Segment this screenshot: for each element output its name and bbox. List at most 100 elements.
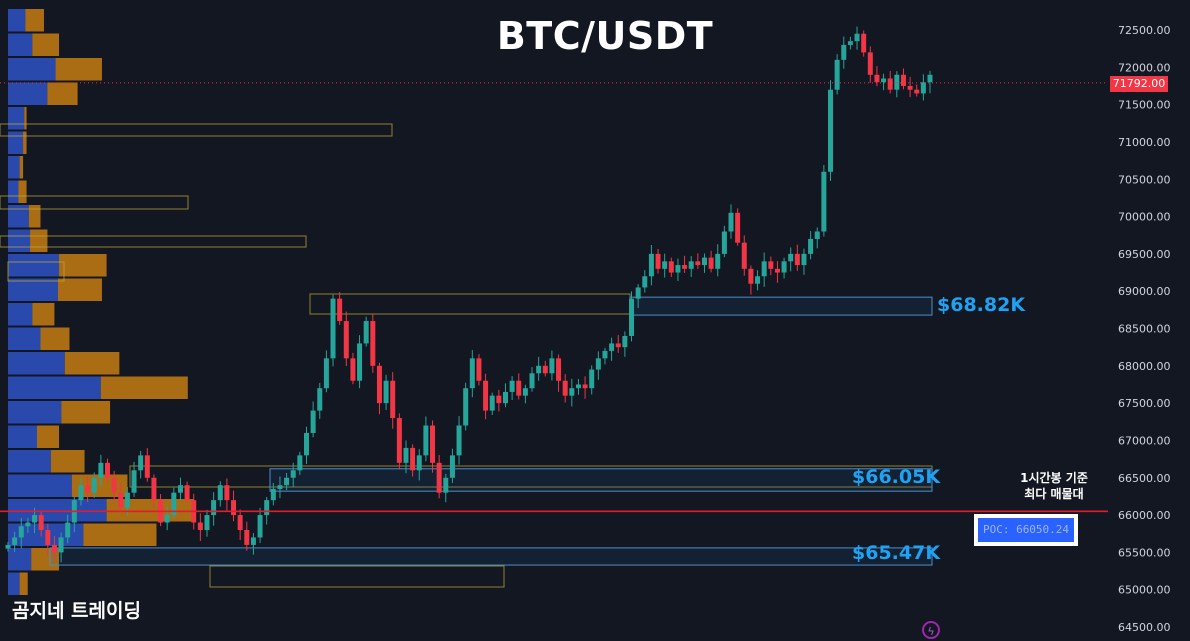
level-label-3: $65.47K: [852, 542, 941, 564]
volume-profile-up-bar: [8, 156, 20, 179]
candle-body: [264, 500, 270, 516]
y-tick-label: 70500.00: [1118, 173, 1171, 186]
volume-profile-down-bar: [47, 82, 78, 105]
candle-body: [622, 335, 628, 348]
candle-body: [38, 515, 44, 530]
candle-body: [629, 298, 635, 336]
candle-body: [363, 321, 369, 344]
candle-body: [184, 485, 190, 501]
candle-body: [894, 74, 900, 90]
candle-body: [602, 350, 608, 359]
volume-profile-up-bar: [8, 9, 26, 32]
current-price-tag: 71792.00: [1110, 76, 1168, 92]
candle-body: [635, 287, 641, 299]
volume-profile-down-bar: [25, 9, 44, 32]
volume-profile-down-bar: [32, 303, 55, 326]
watermark-text: 곰지네 트레이딩: [12, 600, 141, 622]
volume-profile-down-bar: [100, 376, 188, 399]
candle-body: [774, 268, 780, 273]
volume-profile-down-bar: [19, 156, 24, 179]
candle-body: [98, 462, 104, 478]
candle-body: [502, 391, 508, 404]
candle-body: [874, 74, 880, 83]
candle-body: [867, 52, 873, 75]
y-tick-label: 65500.00: [1118, 546, 1171, 559]
candle-body: [914, 89, 920, 94]
candle-body: [277, 485, 283, 489]
y-tick-label: 66500.00: [1118, 472, 1171, 485]
volume-profile-up-bar: [8, 548, 32, 571]
volume-profile-down-bar: [83, 523, 157, 546]
candle-body: [748, 268, 754, 284]
volume-profile-down-bar: [24, 107, 27, 130]
candle-body: [290, 470, 296, 478]
candle-body: [317, 388, 323, 411]
candle-body: [708, 257, 714, 269]
annotation-label: 1시간봉 기준 최다 매물대: [994, 470, 1114, 502]
y-tick-label: 72000.00: [1118, 61, 1171, 74]
candle-body: [609, 343, 615, 351]
candle-body: [25, 522, 31, 527]
volume-profile-up-bar: [8, 58, 56, 81]
candle-body: [104, 462, 110, 478]
candle-body: [688, 261, 694, 269]
volume-profile-up-bar: [8, 278, 58, 301]
candle-body: [410, 447, 416, 471]
candle-body: [78, 485, 84, 501]
candle-body: [430, 425, 436, 463]
y-tick-label: 67000.00: [1118, 434, 1171, 447]
candle-body: [85, 485, 91, 493]
candle-body: [171, 492, 177, 516]
candle-body: [675, 265, 681, 273]
candle-body: [144, 455, 150, 478]
candle-body: [423, 425, 429, 456]
candle-body: [350, 358, 356, 381]
volume-profile-down-bar: [57, 278, 102, 301]
candle-body: [151, 477, 157, 501]
candle-body: [728, 212, 734, 232]
volume-profile-up-bar: [8, 401, 62, 424]
volume-profile-down-bar: [30, 229, 48, 252]
volume-profile-up-bar: [8, 425, 37, 448]
candle-body: [111, 477, 117, 493]
candle-body: [476, 358, 482, 381]
y-tick-label: 68000.00: [1118, 360, 1171, 373]
candle-body: [284, 477, 290, 486]
candle-body: [655, 253, 661, 269]
candle-body: [496, 395, 502, 404]
candle-body: [595, 358, 601, 370]
zone-box: [0, 123, 393, 137]
annotation-line-1: 1시간봉 기준: [1020, 471, 1088, 485]
y-tick-label: 64500.00: [1118, 621, 1171, 634]
zone-box: [309, 293, 631, 315]
volume-profile-down-bar: [23, 131, 27, 154]
volume-profile-down-bar: [40, 327, 70, 350]
candle-body: [648, 253, 654, 277]
candle-body: [489, 395, 495, 411]
candle-body: [735, 212, 741, 243]
candle-body: [662, 261, 668, 269]
lightning-icon[interactable]: ϟ: [922, 621, 940, 639]
volume-profile-down-bar: [37, 425, 60, 448]
y-tick-label: 67500.00: [1118, 397, 1171, 410]
candle-body: [522, 388, 528, 396]
y-tick-label: 71500.00: [1118, 99, 1171, 112]
candle-body: [131, 470, 137, 493]
y-tick-label: 66000.00: [1118, 509, 1171, 522]
volume-profile-down-bar: [19, 572, 28, 595]
level-box: [49, 547, 933, 566]
candle-body: [449, 455, 455, 478]
candle-body: [197, 522, 203, 530]
candle-body: [32, 515, 38, 523]
volume-profile-down-bar: [28, 205, 41, 228]
candle-body: [403, 447, 409, 463]
candle-body: [781, 261, 787, 273]
candle-body: [682, 265, 688, 269]
candle-body: [695, 261, 701, 266]
volume-profile-down-bar: [61, 401, 111, 424]
candle-body: [65, 522, 71, 538]
candle-body: [556, 358, 562, 381]
chart-title: BTC/USDT: [496, 14, 714, 58]
